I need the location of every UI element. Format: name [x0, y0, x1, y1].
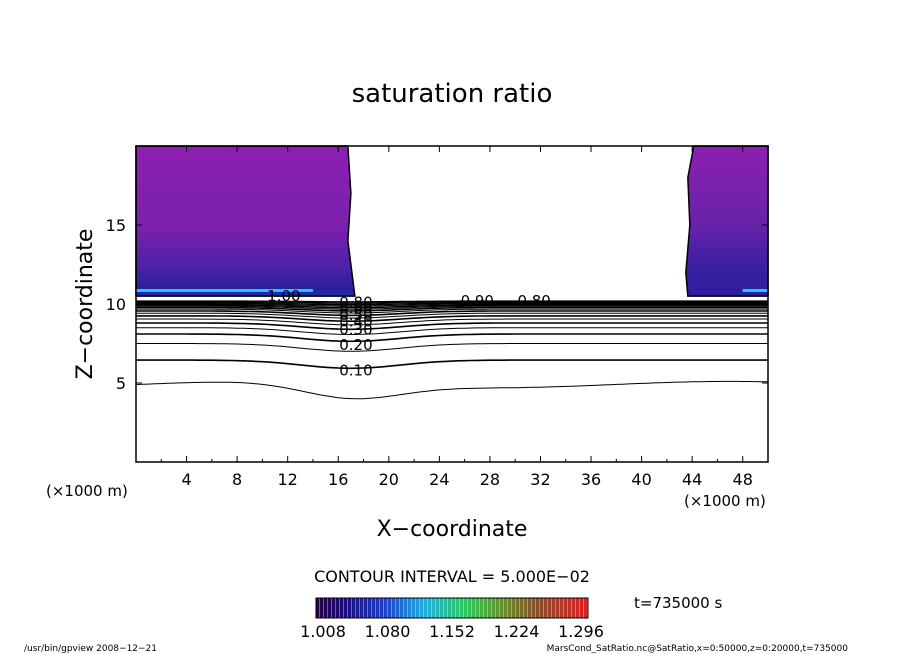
contour-line — [136, 305, 768, 310]
y-axis-label: Z−coordinate — [73, 229, 98, 380]
contour-line — [136, 308, 768, 314]
contour-lines — [135, 300, 769, 400]
colorbar-label: 1.152 — [429, 622, 475, 641]
x-tick-label: 28 — [480, 470, 500, 489]
colorbar-label: 1.080 — [365, 622, 411, 641]
contour-label: 0.50 — [339, 306, 372, 324]
contour-line — [136, 333, 768, 343]
x-tick-label: 36 — [581, 470, 601, 489]
contour-line — [136, 318, 768, 326]
contour-line — [136, 327, 768, 336]
contour-line — [135, 380, 769, 400]
y-axis: 5 10 15 — [106, 216, 768, 393]
x-axis-label: X−coordinate — [377, 517, 528, 542]
contour-interval: CONTOUR INTERVAL = 5.000E−02 — [314, 567, 590, 586]
contour-line — [136, 306, 768, 312]
contour-line — [136, 300, 768, 303]
contour-label: 0.80 — [517, 292, 550, 310]
contour-line — [136, 302, 768, 306]
contour-line — [136, 359, 768, 370]
contour-line — [136, 315, 768, 322]
x-tick-label: 48 — [733, 470, 753, 489]
x-tick-label: 40 — [631, 470, 651, 489]
footer-right: MarsCond_SatRatio.nc@SatRatio,x=0:50000,… — [547, 644, 849, 654]
y-tick-label: 10 — [106, 295, 126, 314]
contour-line — [136, 343, 768, 352]
contour-line — [136, 312, 768, 319]
cyan-band — [742, 288, 768, 292]
plot-area: 0.100.200.300.400.500.600.801.00 0.90 0.80… — [106, 145, 769, 489]
y-tick-label: 5 — [116, 374, 126, 393]
x-tick-label: 4 — [181, 470, 191, 489]
colorbar-frame — [315, 597, 589, 619]
supersat-region — [685, 145, 769, 297]
x-tick-label: 20 — [379, 470, 399, 489]
contour-label: 0.20 — [339, 336, 372, 354]
contour-labels: 0.100.200.300.400.500.600.801.00 0.90 0.80 — [267, 287, 551, 379]
supersat-region — [135, 145, 356, 297]
contour-line — [136, 322, 768, 331]
x-axis: 4 8 12 16 20 24 28 32 36 40 44 48 — [160, 146, 753, 489]
x-unit-left: (×1000 m) — [46, 482, 128, 500]
contour-label: 0.30 — [339, 320, 372, 338]
contour-line — [136, 303, 768, 307]
colorbar-label: 1.224 — [494, 622, 540, 641]
chart-title: saturation ratio — [352, 79, 553, 109]
x-tick-label: 24 — [429, 470, 449, 489]
cyan-band — [136, 288, 313, 292]
y-tick-label: 15 — [106, 216, 126, 235]
x-tick-label: 16 — [328, 470, 348, 489]
x-tick-label: 8 — [232, 470, 242, 489]
colorbar-label: 1.008 — [300, 622, 346, 641]
contour-line — [136, 301, 768, 304]
contour-line — [136, 310, 768, 317]
contour-label: 1.00 — [267, 287, 300, 305]
contour-line — [136, 304, 768, 309]
time-label: t=735000 s — [634, 594, 722, 612]
contour-label: 0.80 — [339, 293, 372, 311]
x-unit-right: (×1000 m) — [684, 492, 766, 510]
footer-left: /usr/bin/gpview 2008−12−21 — [24, 644, 157, 654]
contour-label: 0.90 — [461, 292, 494, 310]
supersaturated-fill — [135, 145, 769, 297]
colorbar: 1.008 1.080 1.152 1.224 1.296 — [300, 597, 604, 641]
colorbar-label: 1.296 — [558, 622, 604, 641]
contour-label: 0.40 — [339, 312, 372, 330]
contour-label: 0.60 — [339, 300, 372, 318]
x-tick-label: 32 — [530, 470, 550, 489]
colorbar-stripes — [316, 598, 588, 618]
x-tick-label: 12 — [278, 470, 298, 489]
x-tick-label: 44 — [682, 470, 702, 489]
contour-label: 0.10 — [339, 361, 372, 379]
